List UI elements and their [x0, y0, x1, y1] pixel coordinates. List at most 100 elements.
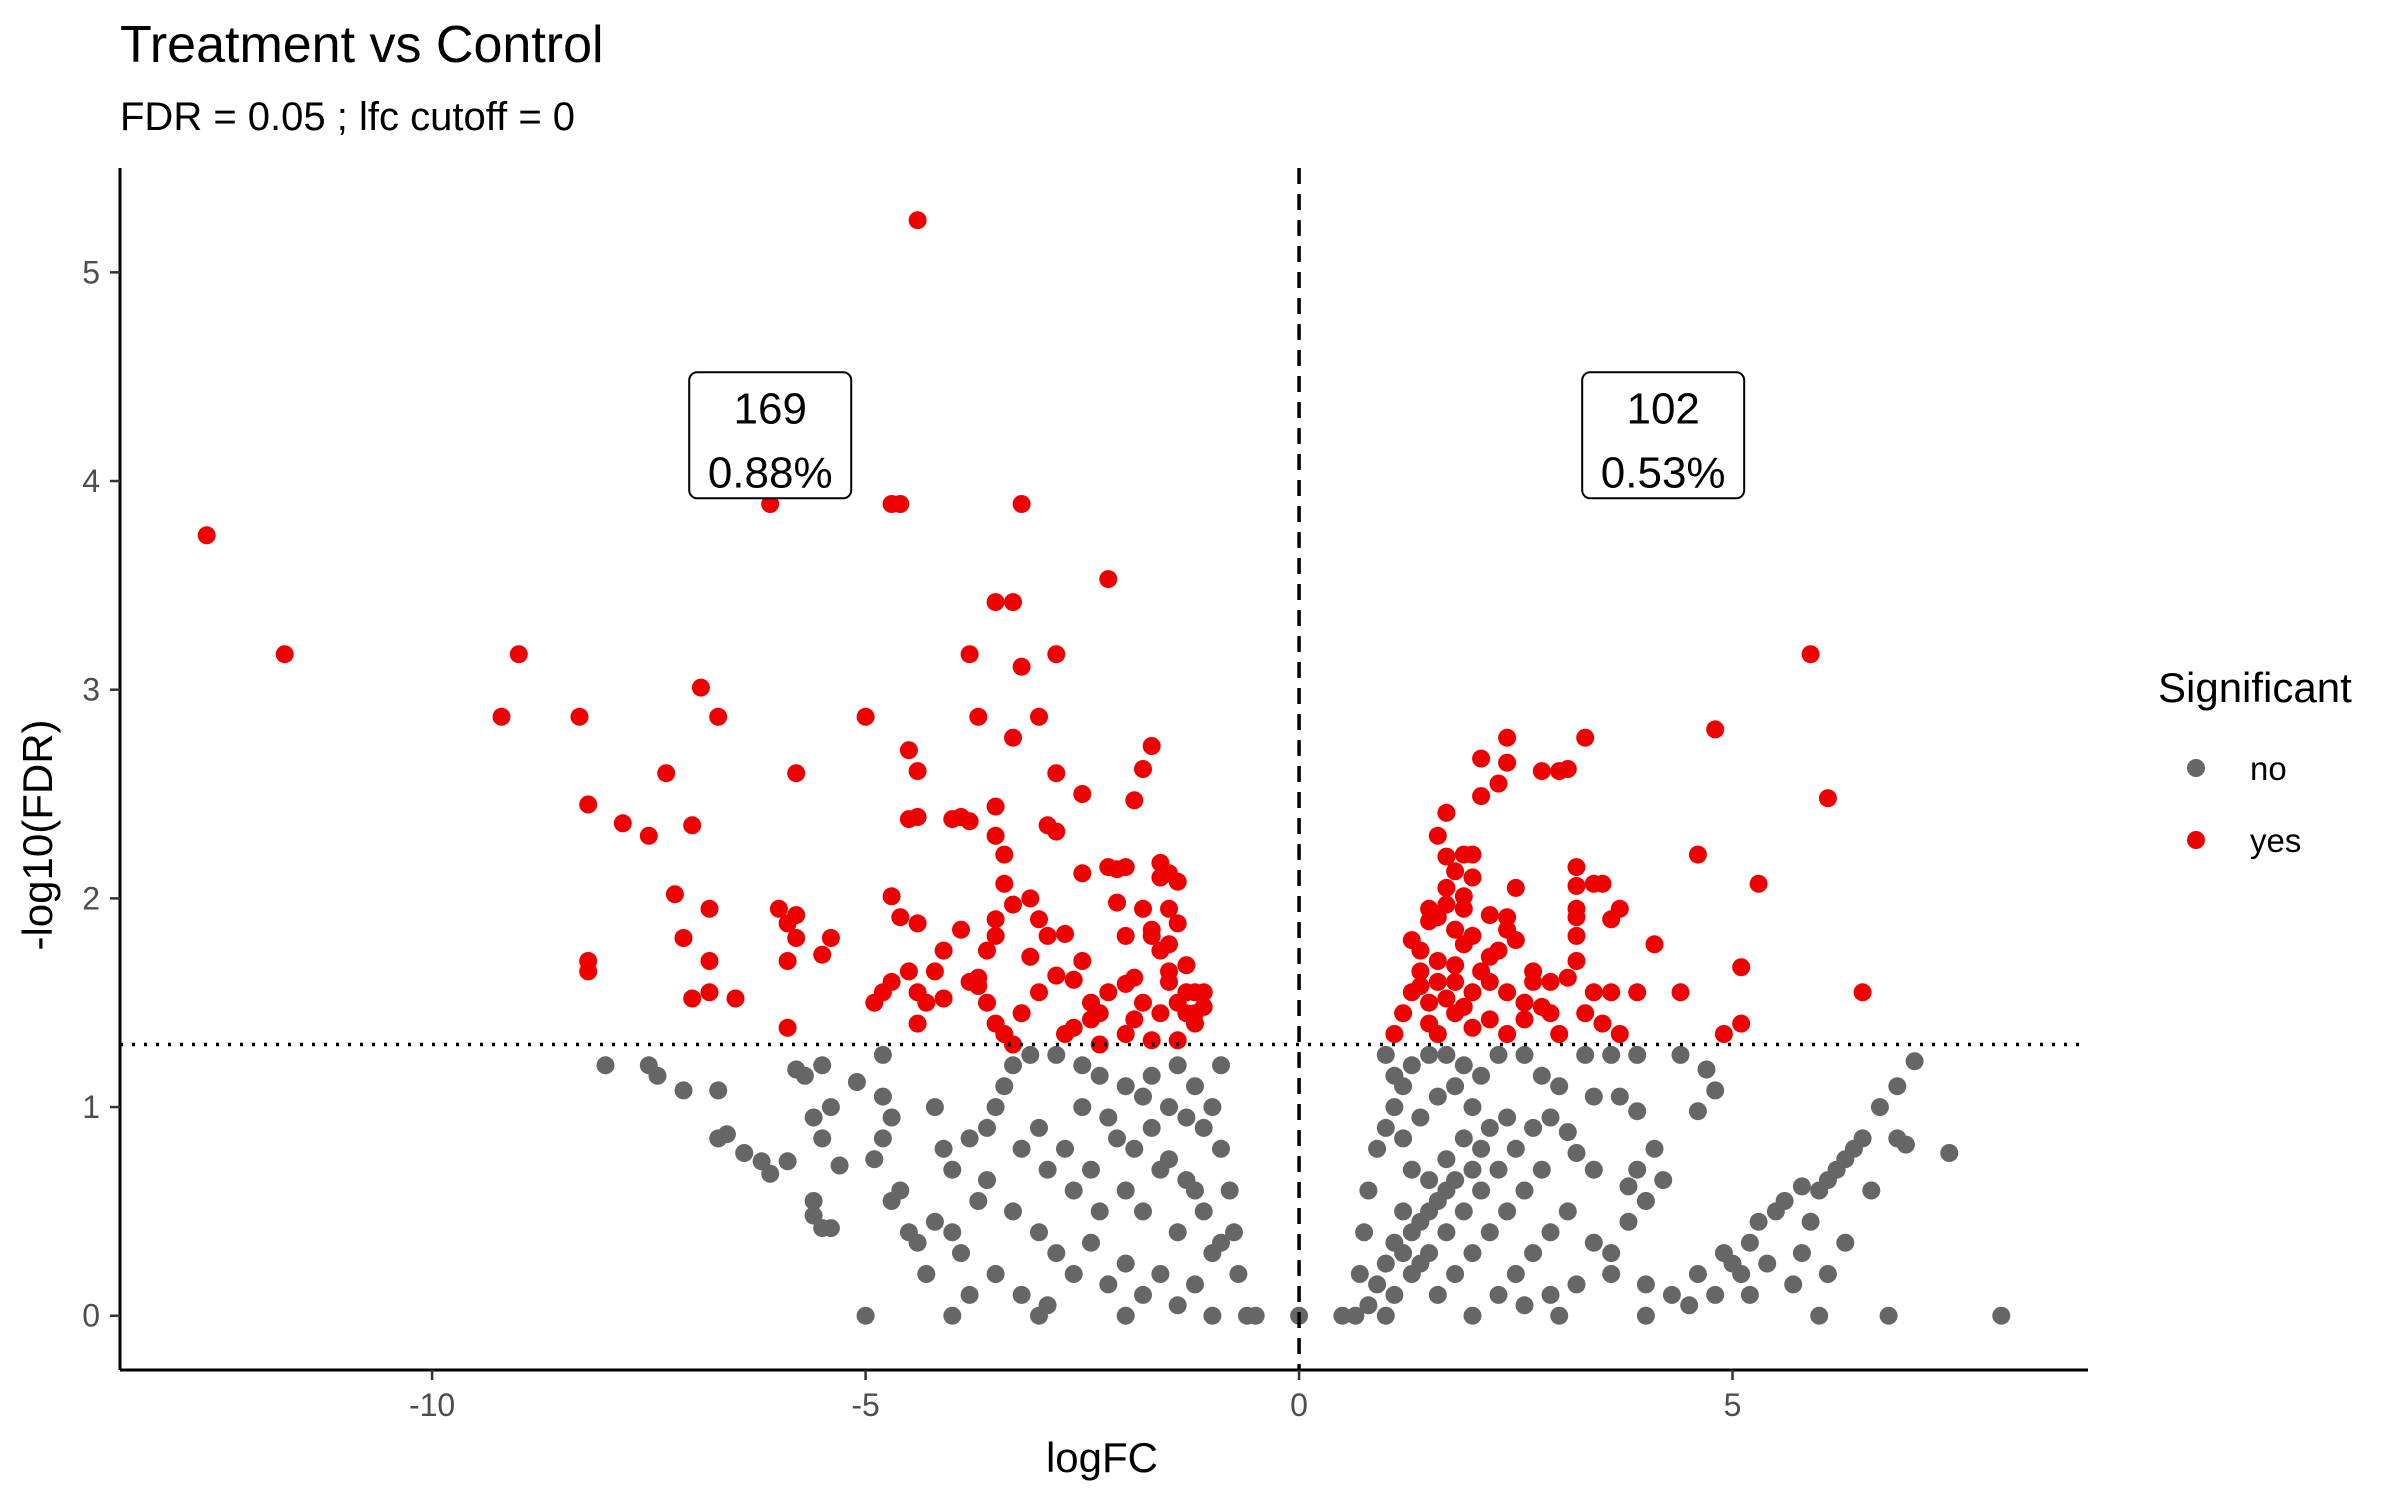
point-yes-3	[509, 645, 528, 664]
point-yes-195	[1628, 983, 1647, 1002]
point-yes-228	[1437, 878, 1456, 897]
point-no-75	[1116, 1254, 1135, 1273]
point-no-213	[1636, 1192, 1655, 1210]
point-yes-104	[1160, 899, 1178, 918]
y-axis-title: -log10(FDR)	[14, 719, 61, 950]
point-no-133	[1576, 1045, 1595, 1064]
legend-label-no: no	[2250, 750, 2287, 787]
point-yes-147	[1853, 983, 1872, 1002]
point-yes-67	[995, 874, 1014, 893]
point-yes-184	[1489, 941, 1508, 960]
point-no-130	[1515, 1045, 1534, 1064]
point-no-9	[761, 1164, 780, 1183]
point-yes-109	[1177, 956, 1196, 975]
point-yes-215	[1463, 1018, 1482, 1037]
point-no-97	[1142, 1066, 1161, 1085]
point-yes-5	[570, 707, 589, 726]
point-yes-135	[969, 968, 988, 987]
point-no-43	[995, 1077, 1014, 1096]
point-yes-39	[908, 808, 927, 826]
point-yes-148	[1671, 983, 1690, 1002]
point-no-110	[1376, 1306, 1395, 1325]
point-yes-26	[778, 914, 797, 933]
point-yes-1	[197, 526, 216, 545]
point-yes-100	[1142, 737, 1161, 755]
point-no-225	[1437, 1150, 1456, 1169]
axes: -10 -5 0 5 0 1 2 3 4 5	[82, 168, 2088, 1423]
point-no-59	[1030, 1118, 1048, 1137]
point-yes-218	[1515, 1010, 1534, 1029]
point-no-219	[1446, 1077, 1465, 1096]
point-yes-200	[1515, 993, 1534, 1012]
point-no-94	[1038, 1160, 1057, 1179]
point-yes-190	[1524, 972, 1543, 991]
point-yes-105	[1168, 914, 1187, 933]
point-yes-153	[1602, 910, 1621, 929]
point-yes-138	[1056, 1025, 1074, 1043]
point-no-136	[1671, 1045, 1690, 1064]
point-yes-19	[700, 983, 719, 1002]
point-yes-130	[1134, 899, 1152, 918]
point-no-79	[1186, 1275, 1204, 1294]
point-no-22	[847, 1073, 866, 1091]
point-no-99	[1186, 1077, 1204, 1096]
point-no-54	[1212, 1139, 1230, 1158]
point-no-86	[1142, 1118, 1161, 1137]
annotation-percent: 0.88%	[708, 448, 833, 497]
point-yes-120	[1125, 968, 1144, 987]
point-yes-98	[1125, 791, 1144, 810]
point-yes-175	[1463, 868, 1482, 887]
point-no-25	[873, 1129, 892, 1148]
point-yes-0	[908, 211, 927, 230]
point-yes-196	[1584, 983, 1603, 1002]
point-yes-187	[1506, 931, 1525, 950]
point-no-165	[1428, 1285, 1447, 1304]
point-yes-210	[1394, 1004, 1413, 1023]
point-yes-133	[1194, 997, 1213, 1016]
point-no-171	[1584, 1233, 1603, 1252]
point-yes-9	[657, 764, 676, 783]
point-no-209	[1992, 1306, 2011, 1325]
point-yes-205	[1428, 972, 1447, 991]
point-yes-224	[1446, 956, 1465, 975]
point-no-202	[1801, 1212, 1820, 1231]
point-no-46	[1047, 1045, 1066, 1064]
point-no-169	[1506, 1265, 1525, 1283]
point-yes-50	[917, 993, 936, 1012]
point-yes-137	[943, 810, 962, 829]
point-yes-40	[891, 908, 910, 927]
point-no-120	[1359, 1181, 1378, 1200]
point-yes-31	[778, 1018, 797, 1037]
point-yes-229	[1420, 899, 1439, 918]
point-no-49	[1116, 1077, 1135, 1096]
point-yes-121	[1160, 972, 1178, 991]
point-no-221	[1480, 1118, 1499, 1137]
point-no-140	[1584, 1087, 1603, 1106]
point-yes-127	[1142, 920, 1161, 939]
point-no-201	[1680, 1296, 1699, 1315]
point-yes-149	[1714, 1025, 1733, 1043]
point-yes-157	[1567, 858, 1586, 877]
point-no-66	[1168, 1223, 1187, 1242]
point-no-161	[1498, 1202, 1517, 1221]
point-yes-134	[952, 920, 970, 939]
y-tick-label: 3	[82, 672, 100, 708]
point-no-106	[1203, 1306, 1222, 1325]
point-no-228	[1394, 1202, 1413, 1221]
point-no-170	[1489, 1285, 1508, 1304]
point-no-139	[1688, 1102, 1707, 1121]
point-yes-156	[1576, 728, 1595, 747]
point-yes-8	[639, 826, 658, 845]
point-no-205	[1784, 1275, 1803, 1294]
point-no-232	[1463, 1160, 1482, 1179]
point-yes-79	[1030, 910, 1048, 929]
point-yes-77	[1004, 1035, 1022, 1054]
point-no-13	[821, 1219, 840, 1238]
point-no-18	[821, 1098, 840, 1117]
y-tick-label: 2	[82, 880, 100, 916]
point-no-192	[1870, 1098, 1889, 1117]
point-yes-21	[579, 962, 598, 981]
point-yes-182	[1454, 935, 1473, 954]
point-no-163	[1463, 1244, 1482, 1263]
point-no-172	[1602, 1265, 1621, 1283]
